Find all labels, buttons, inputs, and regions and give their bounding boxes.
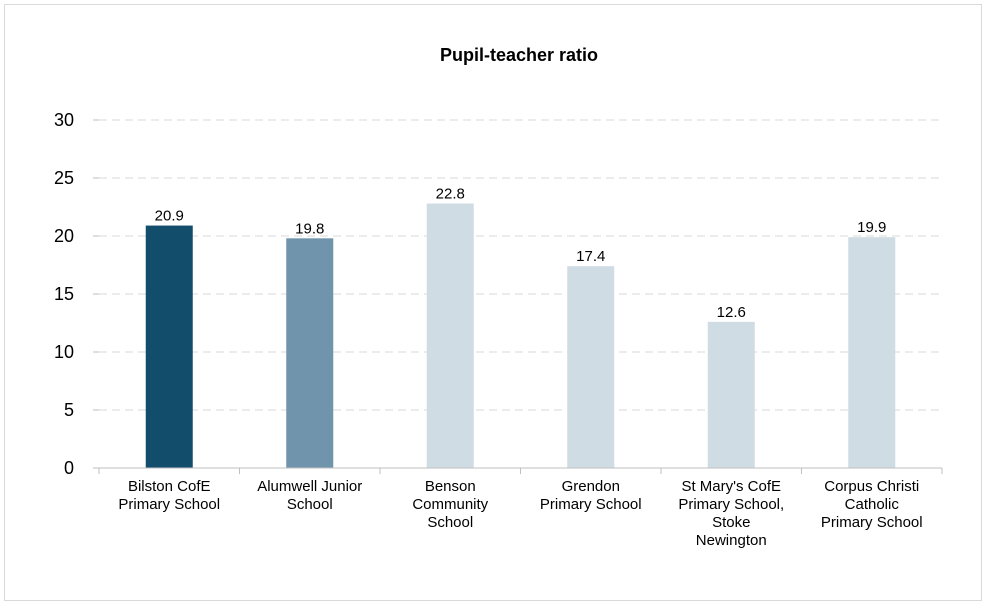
y-tick-label: 5: [64, 400, 74, 420]
data-label: 19.8: [295, 220, 324, 237]
data-label: 17.4: [576, 248, 605, 265]
chart-title: Pupil-teacher ratio: [440, 45, 598, 65]
data-label: 12.6: [717, 304, 746, 321]
bar: [426, 203, 474, 468]
gridlines: [99, 119, 942, 411]
y-tick-label: 10: [54, 342, 74, 362]
x-tick-label: Benson Community School: [412, 478, 488, 531]
x-tick-label: St Mary's CofE Primary School, Stoke Newing…: [678, 478, 784, 549]
bar: [567, 266, 615, 468]
data-labels: 20.9 19.8 22.8 17.4 12.6 19.9: [155, 186, 887, 321]
data-label: 20.9: [155, 208, 184, 225]
bar: [707, 321, 755, 468]
data-label: 22.8: [436, 186, 465, 203]
y-axis-ticks: 0 5 10 15 20 25 30: [54, 110, 99, 478]
data-label: 19.9: [857, 219, 886, 236]
y-tick-label: 30: [54, 110, 74, 130]
bar: [848, 237, 896, 468]
y-tick-label: 20: [54, 226, 74, 246]
x-axis-ticks: Bilston CofE Primary School Alumwell Junio…: [98, 468, 943, 549]
bars: [145, 203, 896, 468]
y-tick-label: 0: [64, 458, 74, 478]
y-tick-label: 15: [54, 284, 74, 304]
y-tick-label: 25: [54, 168, 74, 188]
x-tick-label: Grendon Primary School: [540, 478, 642, 513]
x-tick-label: Bilston CofE Primary School: [118, 478, 220, 513]
bar: [145, 225, 193, 468]
x-tick-label: Alumwell Junior School: [257, 478, 362, 513]
bar: [286, 238, 334, 468]
x-tick-label: Corpus Christi Catholic Primary School: [821, 478, 923, 531]
